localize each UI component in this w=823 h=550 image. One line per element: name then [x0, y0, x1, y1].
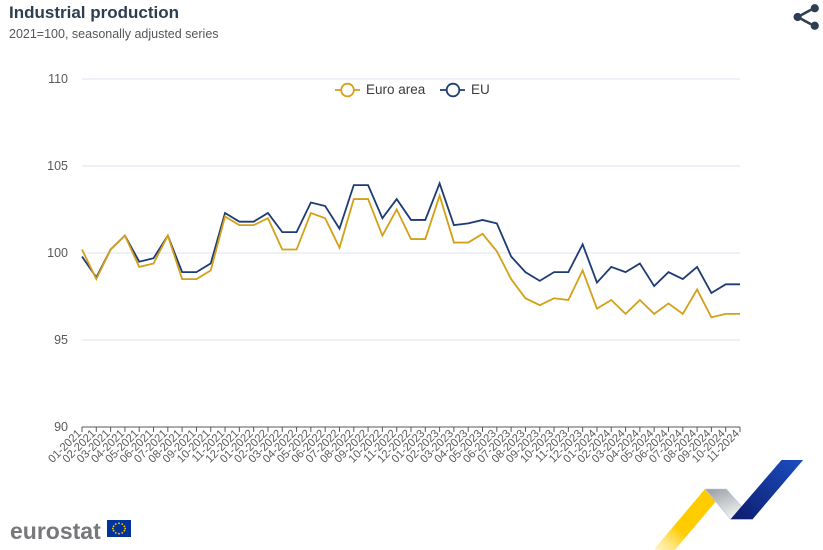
svg-text:Euro area: Euro area: [366, 82, 426, 97]
svg-text:95: 95: [54, 333, 68, 347]
svg-text:eurostat: eurostat: [10, 518, 101, 544]
svg-text:EU: EU: [471, 82, 490, 97]
svg-text:110: 110: [48, 72, 68, 86]
svg-text:105: 105: [47, 159, 68, 173]
svg-text:100: 100: [47, 246, 68, 260]
svg-text:90: 90: [54, 420, 68, 434]
